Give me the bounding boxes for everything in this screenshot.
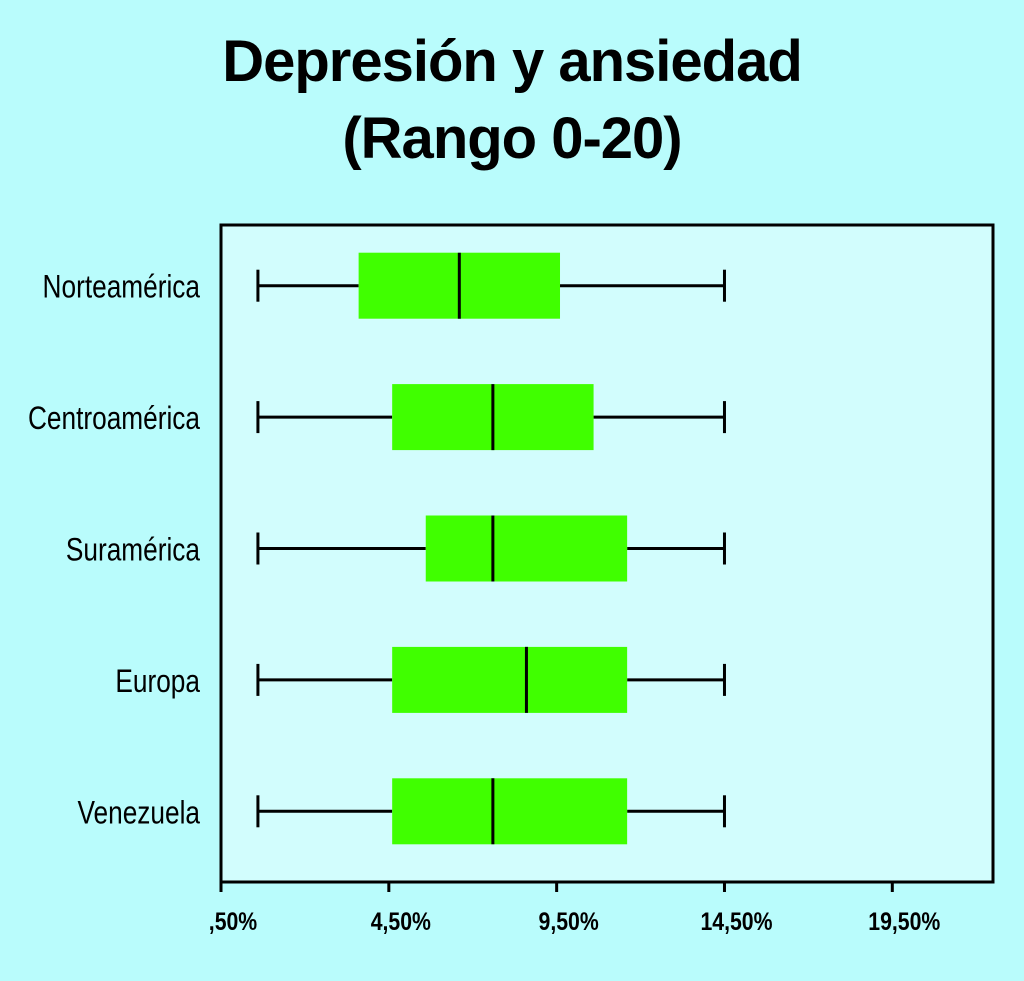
category-label: Venezuela — [77, 796, 200, 831]
category-label: Centroamérica — [28, 402, 201, 437]
chart-title: Depresión y ansiedad — [222, 29, 803, 94]
x-tick-label: 4,50% — [371, 907, 431, 935]
x-tick-label: 9,50% — [539, 907, 599, 935]
chart-subtitle: (Rango 0-20) — [342, 106, 682, 171]
x-tick-label: 19,50% — [868, 907, 940, 935]
box-iqr — [392, 646, 628, 713]
x-tick-label: ,50% — [209, 907, 257, 935]
category-label: Europa — [115, 665, 200, 700]
category-label: Norteamérica — [43, 270, 201, 305]
x-tick-label: 14,50% — [700, 907, 772, 935]
box-iqr — [392, 778, 628, 845]
category-label: Suramérica — [66, 533, 201, 568]
box-iqr — [425, 515, 628, 582]
